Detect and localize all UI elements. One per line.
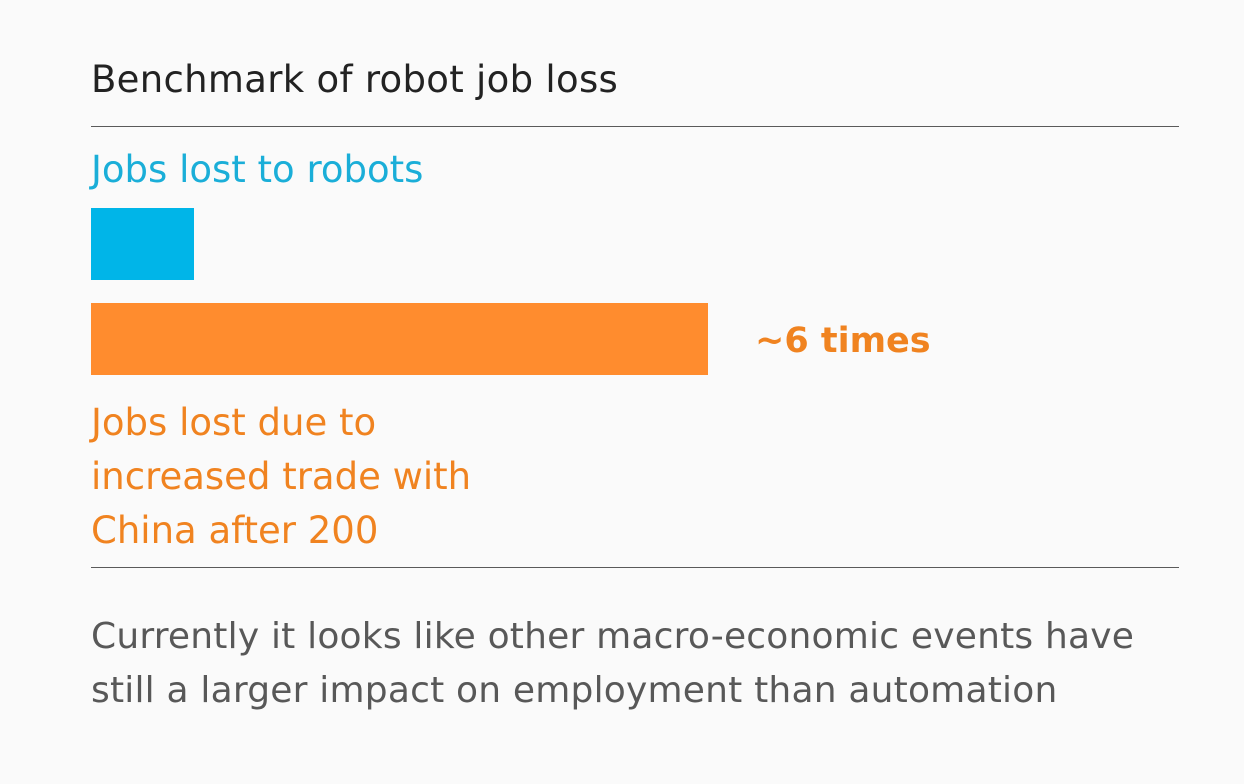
robots-bar (91, 208, 194, 280)
top-divider (91, 126, 1179, 127)
conclusion-line: Currently it looks like other macro-econ… (91, 616, 1135, 657)
bottom-divider (91, 567, 1179, 568)
trade-label-line: China after 200 (91, 509, 379, 552)
chart-title: Benchmark of robot job loss (91, 58, 619, 101)
trade-category-label: Jobs lost due to increased trade with Ch… (91, 396, 471, 558)
conclusion-text: Currently it looks like other macro-econ… (91, 610, 1134, 718)
trade-label-line: Jobs lost due to (91, 401, 377, 444)
trade-label-line: increased trade with (91, 455, 472, 498)
trade-bar (91, 303, 708, 375)
conclusion-line: still a larger impact on employment than… (91, 670, 1058, 711)
multiplier-annotation: ~6 times (755, 321, 931, 361)
robots-category-label: Jobs lost to robots (91, 148, 424, 191)
